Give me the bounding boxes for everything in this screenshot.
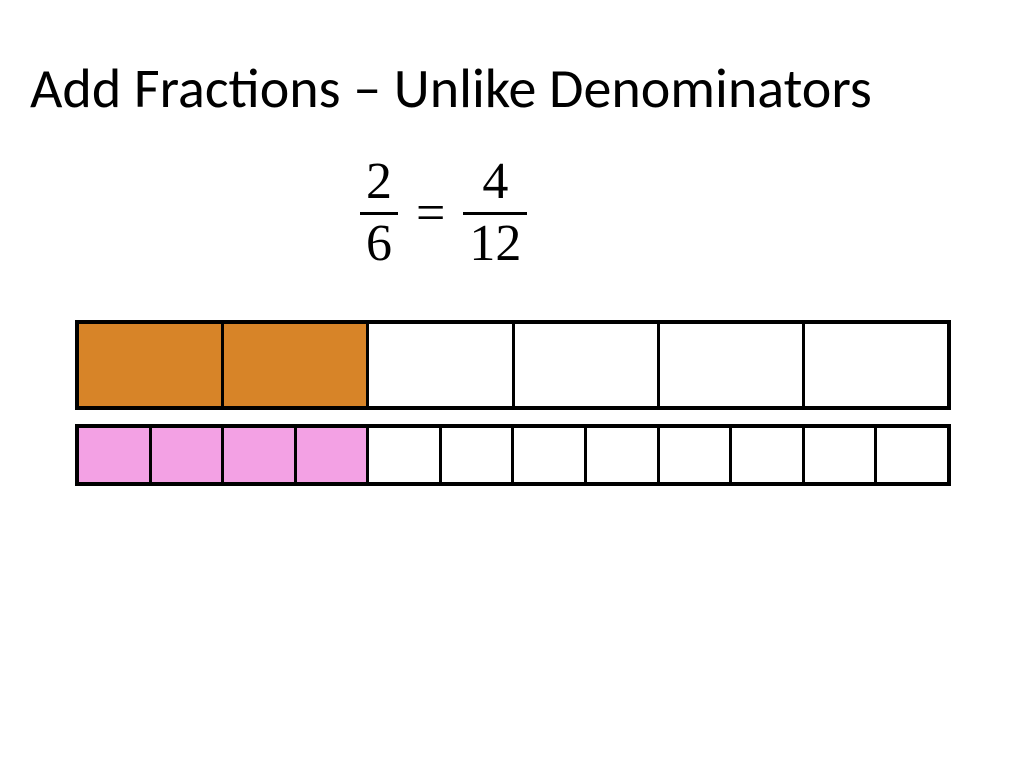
fraction-cell bbox=[515, 324, 660, 406]
fraction-cell bbox=[297, 428, 370, 482]
fraction-cell bbox=[805, 324, 947, 406]
fraction-cell bbox=[805, 428, 878, 482]
fraction-cell bbox=[587, 428, 660, 482]
fraction-bar bbox=[75, 320, 951, 410]
fraction-left-denominator: 6 bbox=[360, 212, 398, 272]
fraction-cell bbox=[660, 428, 733, 482]
fraction-cell bbox=[369, 324, 514, 406]
fraction-left: 2 6 bbox=[360, 155, 398, 271]
fraction-cell bbox=[79, 428, 152, 482]
fraction-cell bbox=[732, 428, 805, 482]
fraction-cell bbox=[877, 428, 947, 482]
fraction-equation: 2 6 = 4 12 bbox=[360, 155, 527, 271]
fraction-bars-container bbox=[75, 320, 955, 500]
fraction-cell bbox=[514, 428, 587, 482]
fraction-cell bbox=[369, 428, 442, 482]
fraction-left-numerator: 2 bbox=[360, 155, 398, 212]
fraction-right: 4 12 bbox=[463, 155, 527, 271]
fraction-right-denominator: 12 bbox=[463, 212, 527, 272]
equals-sign: = bbox=[416, 184, 445, 243]
fraction-bar bbox=[75, 424, 951, 486]
fraction-cell bbox=[224, 428, 297, 482]
fraction-cell bbox=[224, 324, 369, 406]
fraction-cell bbox=[152, 428, 225, 482]
fraction-right-numerator: 4 bbox=[476, 155, 514, 212]
page-title: Add Fractions – Unlike Denominators bbox=[30, 55, 872, 123]
fraction-cell bbox=[79, 324, 224, 406]
fraction-cell bbox=[660, 324, 805, 406]
fraction-cell bbox=[442, 428, 515, 482]
